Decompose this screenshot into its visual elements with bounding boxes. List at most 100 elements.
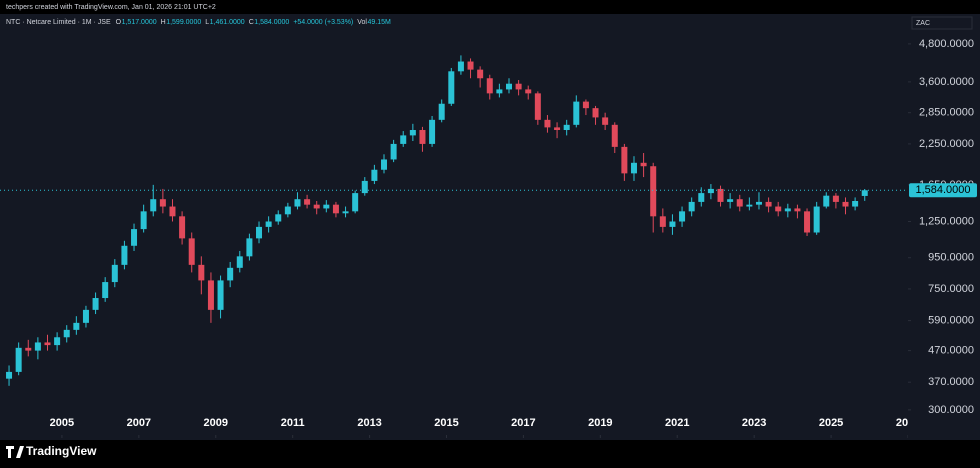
candle-body	[73, 322, 80, 330]
candle-body	[717, 188, 724, 202]
candle-body	[342, 211, 349, 214]
candle-body	[688, 201, 695, 212]
candle-body	[457, 61, 464, 72]
candle-body	[323, 204, 330, 209]
candle-body	[304, 199, 311, 205]
candle-body	[44, 342, 51, 346]
candle-body	[602, 117, 609, 125]
candle-body	[573, 101, 580, 125]
candle-body	[515, 83, 522, 90]
candle-body	[25, 347, 32, 351]
currency: ZAC	[916, 20, 930, 27]
candle-body	[188, 238, 195, 265]
candle-body	[525, 89, 532, 94]
y-tick-label: 750.0000	[928, 283, 974, 295]
candle-body	[736, 199, 743, 207]
candle-body	[505, 83, 512, 90]
candle-body	[246, 238, 253, 257]
price-axis	[908, 14, 980, 440]
candle-body	[813, 206, 820, 233]
ohlc-value: 1,517.0000	[122, 19, 157, 26]
candle-body	[448, 71, 455, 104]
candle-body	[429, 119, 436, 144]
x-tick-label: 2009	[204, 417, 228, 429]
candle-body	[256, 226, 263, 239]
x-tick-label: 2023	[742, 417, 766, 429]
ohlc-key: H	[161, 19, 166, 26]
candle-body	[82, 309, 89, 323]
candle-body	[640, 162, 647, 167]
candle-body	[775, 206, 782, 212]
candle-body	[121, 245, 128, 265]
candle-body	[140, 211, 147, 230]
footer-logo: TradingView	[6, 444, 97, 458]
candle-body	[477, 69, 484, 79]
candle-body	[198, 264, 205, 281]
candle-body	[669, 221, 676, 227]
candle-body	[544, 119, 551, 128]
y-tick-label: 1,250.0000	[919, 215, 974, 227]
currency-box	[911, 16, 973, 30]
candle-body	[823, 195, 830, 207]
candle-body	[207, 280, 214, 310]
plot-area	[0, 55, 909, 438]
candle-body	[34, 342, 41, 351]
candle-body	[313, 204, 320, 209]
candle-body	[496, 89, 503, 94]
candle-body	[563, 124, 570, 131]
candle-body	[390, 143, 397, 160]
ohlc-value: 1,584.0000	[254, 19, 289, 26]
candle-body	[746, 204, 753, 207]
candle-body	[332, 204, 339, 214]
candle-body	[534, 93, 541, 120]
candle-body	[852, 200, 859, 207]
candle-body	[236, 256, 243, 268]
candle-body	[679, 211, 686, 222]
candle-body	[102, 282, 109, 299]
candle-body	[361, 180, 368, 194]
logo-icon	[6, 446, 24, 458]
candle-body	[294, 199, 301, 207]
candle-body	[284, 206, 291, 215]
candle-body	[409, 130, 416, 136]
candle-body	[804, 211, 811, 233]
candle-body	[650, 166, 657, 217]
candle-body	[832, 195, 839, 202]
candle-body	[265, 221, 272, 227]
candle-body	[63, 329, 70, 338]
candle-body	[592, 108, 599, 118]
change: +54.0000 (+3.53%)	[293, 19, 353, 26]
y-tick-label: 3,600.0000	[919, 76, 974, 88]
candle-body	[784, 208, 791, 212]
candle-body	[111, 264, 118, 283]
x-tick-label: 20	[896, 417, 908, 429]
candle-body	[621, 146, 628, 174]
volume: 49.15M	[367, 19, 391, 26]
ohlc-key: L	[205, 19, 209, 26]
candle-body	[150, 199, 157, 212]
candle-body	[554, 127, 561, 131]
candle-body	[159, 199, 166, 207]
candle-body	[842, 201, 849, 207]
candle-body	[659, 216, 666, 227]
candle-body	[131, 229, 138, 246]
candle-body	[419, 130, 426, 144]
candle-body	[381, 159, 388, 170]
y-tick-label: 370.0000	[928, 376, 974, 388]
x-tick-label: 2015	[434, 417, 458, 429]
candle-body	[275, 214, 282, 222]
candle-body	[582, 101, 589, 109]
candle-body	[6, 371, 13, 379]
legend: NTC · Netcare Limited · 1M · JSE O 1,517.0…	[6, 19, 391, 26]
candle-body	[438, 103, 445, 120]
candle-body	[169, 206, 176, 217]
candle-body	[15, 347, 22, 372]
y-tick-label: 590.0000	[928, 315, 974, 327]
candle-body	[755, 201, 762, 205]
y-tick-label: 2,850.0000	[919, 107, 974, 119]
x-tick-label: 2019	[588, 417, 612, 429]
candle-body	[179, 216, 186, 239]
brand: TradingView	[26, 444, 97, 458]
x-tick-label: 2021	[665, 417, 689, 429]
